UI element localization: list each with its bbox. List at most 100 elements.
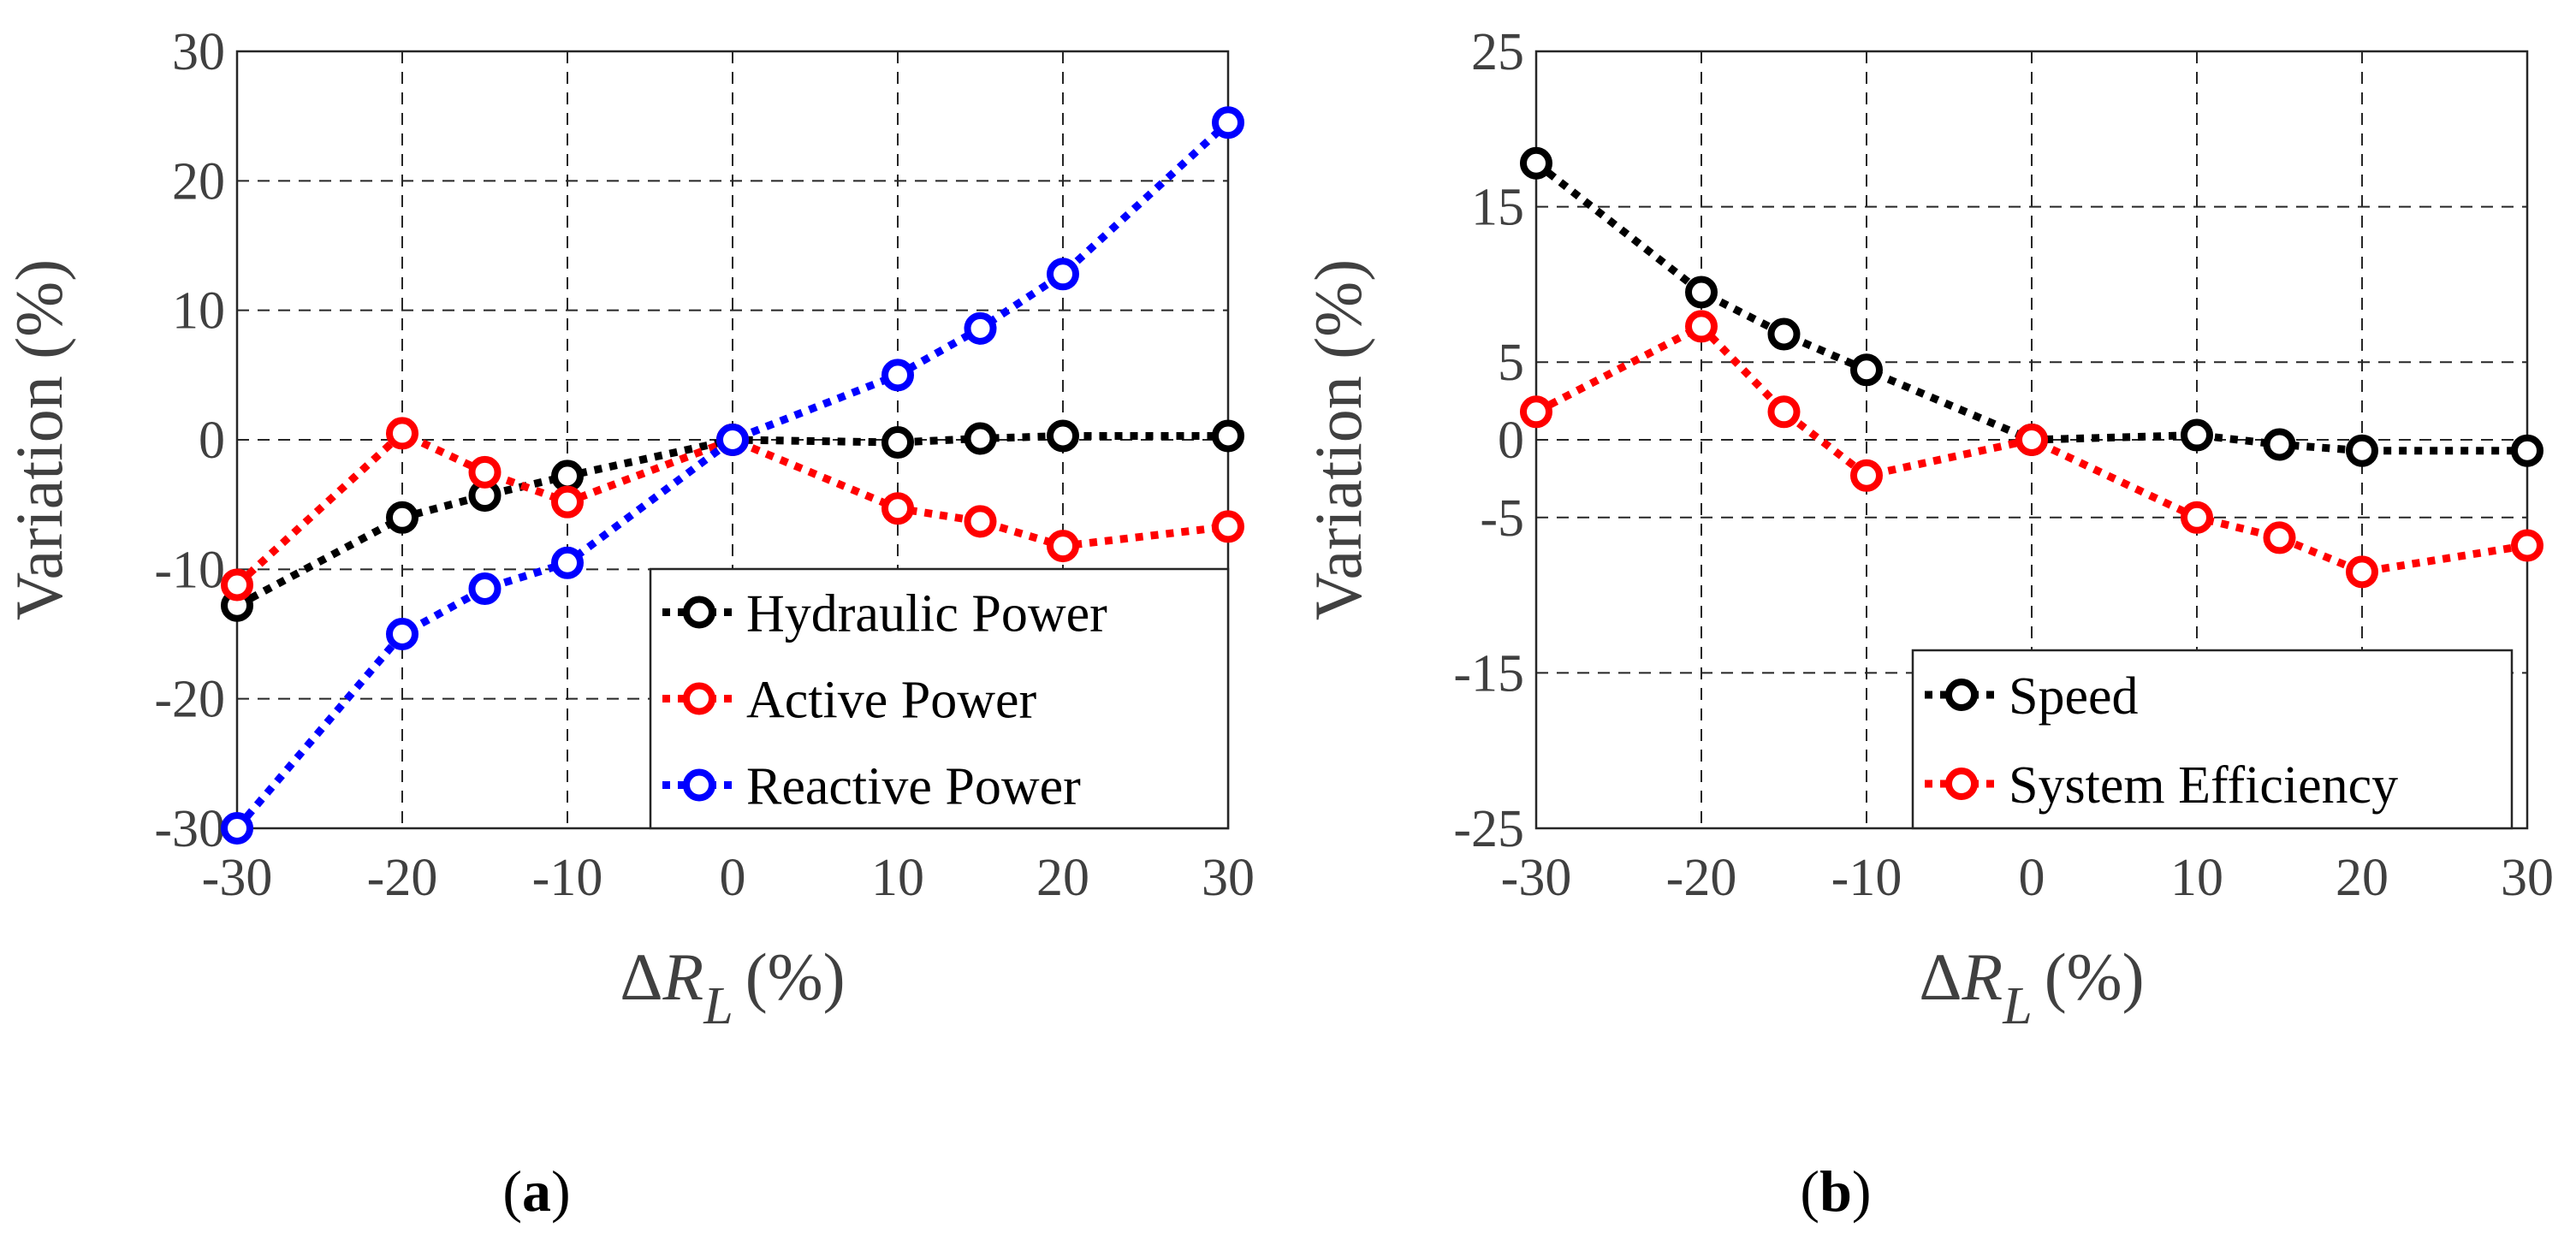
legend-label-0: Hydraulic Power (746, 585, 1107, 643)
legend-label-1: System Efficiency (2009, 756, 2398, 815)
legend-box (649, 567, 1230, 830)
legend-marker-0 (683, 596, 715, 629)
y-axis-label: Variation (%) (1301, 259, 1375, 620)
legend-marker-1 (1945, 768, 1978, 800)
x-axis-label-unit: (%) (745, 940, 846, 1014)
y-tick-label-4: 10 (172, 282, 225, 341)
series-0-point-1 (386, 501, 418, 534)
x-axis-label-symbol: Δ (620, 940, 662, 1014)
series-0-point-6 (964, 422, 997, 455)
series-1-point-8 (2511, 529, 2543, 562)
x-axis-label-sub: L (2002, 977, 2032, 1035)
series-1-point-5 (2181, 501, 2213, 534)
y-tick-label-4: 5 (1498, 334, 1524, 392)
y-tick-label-0: -30 (154, 800, 225, 858)
x-tick-label-2: -10 (1831, 849, 1902, 907)
series-1-point-4 (2015, 424, 2048, 456)
series-0-point-7 (2346, 434, 2378, 467)
y-tick-label-2: -10 (154, 541, 225, 599)
series-1-point-1 (386, 417, 418, 450)
y-axis-label: Variation (%) (2, 259, 76, 620)
panel-label: (a) (502, 1159, 570, 1224)
panel-label-open: ( (1800, 1159, 1819, 1224)
legend-label-1: Active Power (746, 672, 1037, 730)
series-1-point-8 (1212, 510, 1244, 543)
x-tick-label-6: 30 (2501, 849, 2554, 907)
panel-label: (b) (1800, 1159, 1871, 1224)
series-0-point-8 (2511, 434, 2543, 467)
x-axis-label: ΔRL (%) (620, 940, 845, 1035)
panel-label-close: ) (551, 1159, 571, 1224)
x-tick-label-3: 0 (720, 849, 746, 907)
panel-label-open: ( (502, 1159, 522, 1224)
panel-label-close: ) (1852, 1159, 1872, 1224)
series-1-point-7 (2346, 555, 2378, 589)
x-axis-label-symbol: Δ (1919, 940, 1962, 1014)
y-tick-label-1: -15 (1453, 644, 1524, 702)
series-1-point-7 (1047, 530, 1079, 563)
chart-a: -30 -20 -10 0 10 20 30 -30 -20 -10 0 10 20 30 Variatio… (2, 23, 1255, 1224)
series-2-point-6 (964, 311, 997, 345)
y-tick-label-3: 0 (1498, 412, 1524, 470)
series-0-point-3 (1850, 353, 1883, 387)
x-axis-label-sub: L (703, 977, 733, 1035)
y-tick-label-5: 20 (172, 152, 225, 210)
y-tick-label-3: 0 (199, 412, 225, 470)
x-axis-label: ΔRL (%) (1919, 940, 2144, 1035)
chart-b: -30 -20 -10 0 10 20 30 -25 -15 -5 0 5 15 25 Variation … (1301, 23, 2554, 1224)
x-tick-label-3: 0 (2019, 849, 2045, 907)
x-tick-label-6: 30 (1202, 849, 1255, 907)
series-0-point-5 (881, 426, 914, 459)
x-tick-label-5: 20 (1036, 849, 1089, 907)
panel-label-letter: a (522, 1159, 551, 1224)
x-tick-label-1: -20 (367, 849, 438, 907)
series-1-point-6 (964, 505, 997, 538)
series-1-point-5 (881, 492, 914, 525)
x-tick-label-1: -20 (1666, 849, 1737, 907)
legend-label-0: Speed (2009, 667, 2139, 726)
series-line-1 (234, 429, 1229, 588)
series-2-point-4 (716, 424, 749, 456)
x-tick-label-2: -10 (532, 849, 603, 907)
series-1-point-6 (2263, 521, 2296, 554)
x-axis-label-var: R (1962, 940, 2003, 1014)
legend-box (1911, 649, 2514, 830)
series-0-point-1 (1685, 276, 1718, 309)
series-2-point-1 (386, 618, 418, 650)
x-tick-label-4: 10 (871, 849, 924, 907)
panel-label-letter: b (1819, 1159, 1852, 1224)
series-1-point-1 (1685, 310, 1718, 343)
y-tick-label-2: -5 (1480, 489, 1524, 548)
series-2-point-5 (881, 359, 914, 392)
series-1-point-2 (468, 455, 502, 489)
y-tick-label-1: -20 (154, 671, 225, 729)
series-1-point-3 (1850, 459, 1883, 492)
series-2-point-0 (221, 812, 253, 845)
series-0-point-3 (551, 459, 584, 493)
legend-label-2: Reactive Power (746, 758, 1081, 816)
legend-marker-1 (683, 682, 715, 715)
series-2-point-2 (468, 572, 502, 606)
series-0-point-7 (1047, 419, 1079, 453)
y-tick-label-6: 25 (1471, 23, 1524, 81)
series-1-point-0 (221, 568, 253, 602)
series-2-point-3 (551, 546, 584, 579)
series-1-point-0 (1520, 395, 1552, 429)
series-1-point-2 (1767, 395, 1801, 429)
series-0-point-5 (2181, 418, 2213, 452)
y-tick-label-6: 30 (172, 23, 225, 81)
x-axis-label-unit: (%) (2045, 940, 2145, 1014)
series-2-point-7 (1047, 258, 1079, 291)
x-tick-label-5: 20 (2336, 849, 2389, 907)
x-tick-label-4: 10 (2170, 849, 2223, 907)
y-tick-label-0: -25 (1453, 800, 1524, 858)
series-2-point-8 (1212, 106, 1244, 139)
y-tick-label-5: 15 (1471, 179, 1524, 237)
series-0-point-8 (1212, 419, 1244, 453)
x-tick-label-0: -30 (1501, 849, 1572, 907)
series-0-point-2 (1767, 317, 1801, 351)
x-tick-label-0: -30 (202, 849, 273, 907)
legend-marker-2 (683, 768, 715, 802)
legend-marker-0 (1945, 679, 1978, 711)
